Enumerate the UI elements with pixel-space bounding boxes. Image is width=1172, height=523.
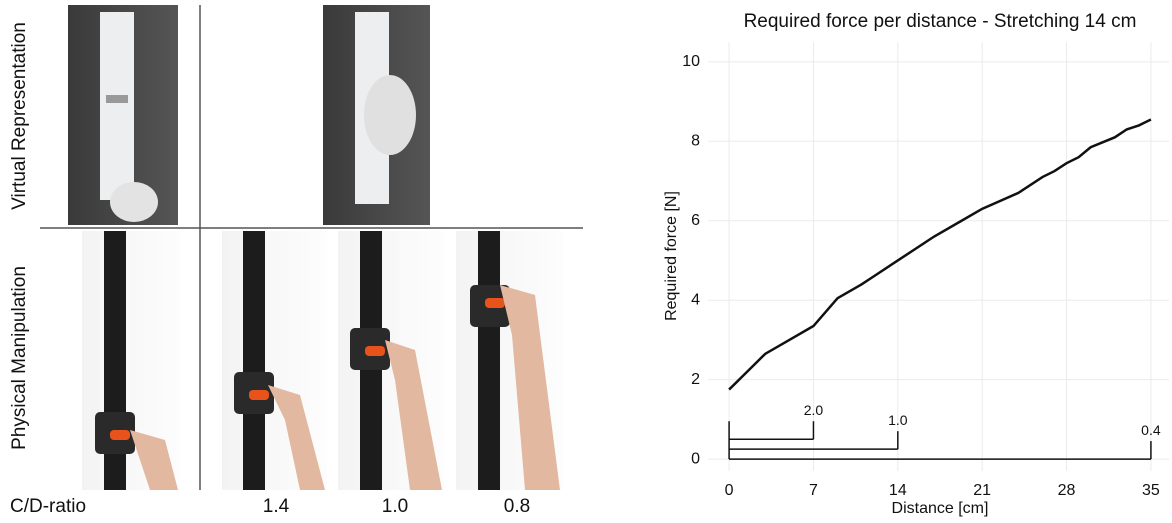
ratio-value: 0.8 <box>504 496 530 517</box>
bracket-label: 2.0 <box>804 402 824 418</box>
chart-title: Required force per distance - Stretching… <box>744 11 1137 32</box>
x-tick-label: 7 <box>809 482 818 499</box>
y-tick-label: 8 <box>691 133 700 150</box>
ratio-value: 1.4 <box>263 496 290 517</box>
x-tick-label: 14 <box>889 482 907 499</box>
y-tick-label: 0 <box>691 450 700 467</box>
ratio-value: 1.0 <box>382 496 408 517</box>
x-axis-label: Distance [cm] <box>892 500 989 517</box>
row-label: Virtual Representation <box>9 22 30 210</box>
x-tick-label: 28 <box>1058 482 1076 499</box>
bracket-label: 0.4 <box>1141 422 1161 438</box>
bracket-label: 1.0 <box>888 412 908 428</box>
row-label: Physical Manipulation <box>9 266 30 450</box>
y-tick-label: 4 <box>691 291 700 308</box>
x-tick-label: 35 <box>1142 482 1160 499</box>
y-tick-label: 6 <box>691 212 700 229</box>
y-axis-label: Required force [N] <box>663 191 680 321</box>
ratio-label: C/D-ratio <box>10 496 86 517</box>
vr-photo <box>68 5 178 225</box>
x-tick-label: 21 <box>973 482 991 499</box>
y-tick-label: 2 <box>691 371 700 388</box>
vr-photo <box>323 5 430 225</box>
y-tick-label: 10 <box>682 53 700 70</box>
pm-photos <box>82 231 563 490</box>
data-line <box>728 118 1152 391</box>
x-tick-label: 0 <box>725 482 734 499</box>
